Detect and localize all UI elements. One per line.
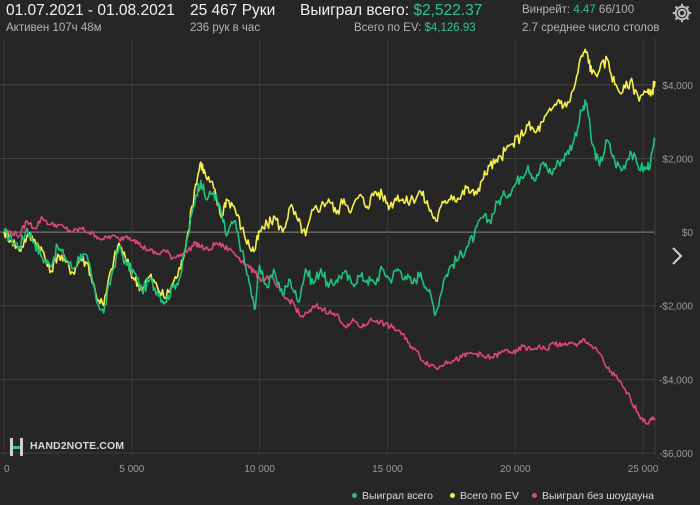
x-axis: 0 5 000 10 000 15 000 20 000 25 000	[4, 464, 659, 475]
date-range[interactable]: 01.07.2021 - 01.08.2021	[6, 2, 175, 19]
x-tick-label: 5 000	[119, 464, 144, 475]
series-line	[3, 48, 656, 307]
chart-legend: Выиграл всего Всего по EV Выиграл без шоуд…	[0, 490, 700, 504]
legend-item[interactable]: Всего по EV	[450, 490, 519, 502]
chart-grid	[0, 38, 656, 455]
winrate-label: Винрейт:	[522, 4, 571, 16]
won-total-value: $2,522.37	[413, 2, 483, 19]
winrate: Винрейт: 4.47 66/100	[522, 4, 634, 16]
y-tick-label: -$4,000	[659, 375, 693, 386]
active-time: Активен 107ч 48м	[6, 22, 102, 34]
x-tick-label: 0	[4, 464, 10, 475]
hand2note-logo-icon	[10, 438, 23, 456]
x-tick-label: 20 000	[500, 464, 531, 475]
avg-tables: 2.7 среднее число столов	[522, 22, 660, 34]
legend-item[interactable]: Выиграл без шоудауна	[532, 490, 654, 502]
ev-total-value: $4,126.93	[424, 22, 476, 34]
series-line	[3, 99, 656, 317]
won-total: Выиграл всего: $2,522.37	[300, 2, 482, 20]
y-tick-label: $4,000	[662, 81, 693, 92]
y-tick-label: $2,000	[662, 154, 693, 165]
hands-per-hour: 236 рук в час	[190, 22, 261, 34]
y-tick-label: -$6,000	[659, 449, 693, 460]
y-tick-label: $0	[682, 228, 694, 239]
legend-swatch	[532, 493, 537, 498]
series-line	[3, 216, 656, 425]
y-tick-label: -$2,000	[659, 302, 693, 313]
y-axis: $4,000 $2,000 $0 -$2,000 -$4,000 -$6,000	[659, 81, 693, 460]
logo-text: HAND2NOTE.COM	[30, 440, 125, 452]
hands-count: 25 467 Руки	[190, 2, 276, 19]
legend-label: Выиграл без шоудауна	[542, 490, 654, 502]
ev-total: Всего по EV: $4,126.93	[354, 22, 476, 34]
legend-item[interactable]: Выиграл всего	[352, 490, 433, 502]
winrate-extra: 66/100	[598, 4, 635, 16]
legend-label: Выиграл всего	[362, 490, 433, 502]
stats-header: 01.07.2021 - 01.08.2021 Активен 107ч 48м…	[0, 0, 700, 38]
won-total-label: Выиграл всего:	[300, 2, 410, 19]
legend-swatch	[352, 493, 357, 498]
winrate-value: 4.47	[573, 4, 596, 16]
x-tick-label: 25 000	[628, 464, 659, 475]
gear-icon[interactable]	[670, 1, 694, 25]
ev-total-label: Всего по EV:	[354, 22, 422, 34]
chart-lines	[3, 48, 656, 425]
legend-swatch	[450, 493, 455, 498]
profit-chart: $4,000 $2,000 $0 -$2,000 -$4,000 -$6,000 0 5 0…	[0, 38, 693, 475]
chevron-right-icon[interactable]	[668, 244, 686, 268]
legend-label: Всего по EV	[460, 490, 519, 502]
x-tick-label: 10 000	[244, 464, 275, 475]
hand2note-logo: HAND2NOTE.COM	[8, 436, 124, 458]
x-tick-label: 15 000	[372, 464, 403, 475]
